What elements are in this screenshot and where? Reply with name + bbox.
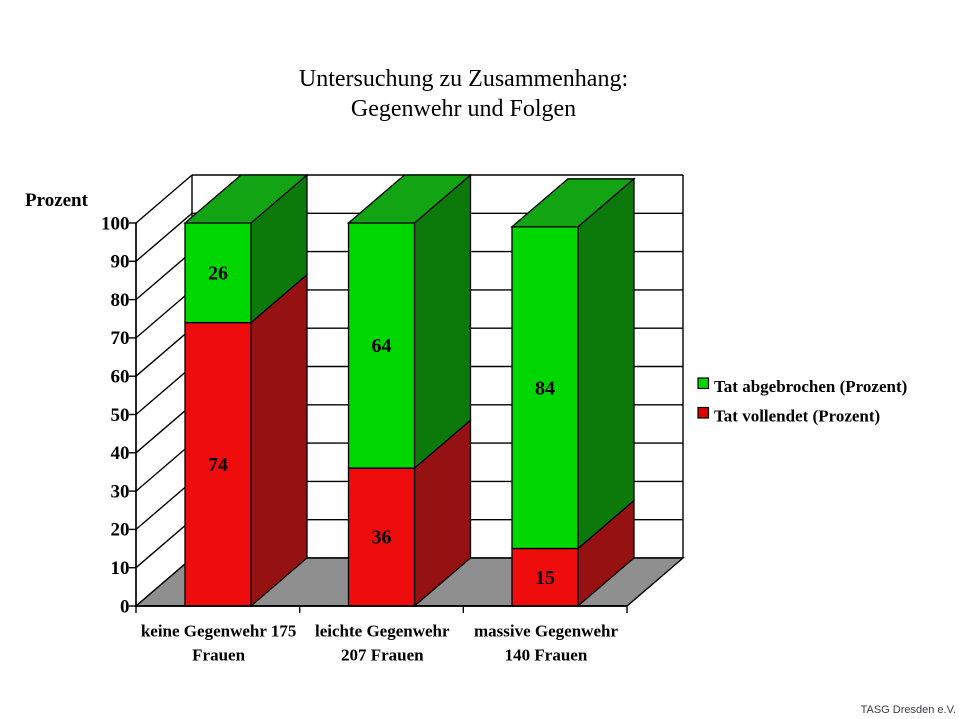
svg-text:207 Frauen: 207 Frauen xyxy=(341,645,424,664)
svg-text:20: 20 xyxy=(111,520,130,541)
svg-text:0: 0 xyxy=(120,596,130,617)
svg-text:30: 30 xyxy=(111,481,130,502)
svg-text:10: 10 xyxy=(111,558,130,579)
svg-text:keine Gegenwehr 175: keine Gegenwehr 175 xyxy=(141,621,297,640)
svg-text:15: 15 xyxy=(535,567,555,589)
svg-text:74: 74 xyxy=(208,454,228,476)
svg-text:Frauen: Frauen xyxy=(192,645,245,664)
svg-text:70: 70 xyxy=(111,328,130,349)
svg-text:36: 36 xyxy=(372,527,392,549)
svg-text:60: 60 xyxy=(111,367,130,388)
svg-text:Prozent: Prozent xyxy=(25,190,89,211)
svg-text:Tat vollendet (Prozent): Tat vollendet (Prozent) xyxy=(714,407,880,426)
svg-text:50: 50 xyxy=(111,405,130,426)
svg-text:TASG Dresden e.V.: TASG Dresden e.V. xyxy=(861,704,956,716)
svg-text:leichte Gegenwehr: leichte Gegenwehr xyxy=(315,621,450,640)
svg-text:massive Gegenwehr: massive Gegenwehr xyxy=(474,621,618,640)
svg-text:Tat abgebrochen (Prozent): Tat abgebrochen (Prozent) xyxy=(714,377,907,396)
svg-text:Untersuchung zu Zusammenhang:: Untersuchung zu Zusammenhang: xyxy=(299,66,628,92)
svg-text:140 Frauen: 140 Frauen xyxy=(505,645,588,664)
svg-text:80: 80 xyxy=(111,290,130,311)
svg-text:64: 64 xyxy=(372,335,392,357)
svg-text:26: 26 xyxy=(208,262,228,284)
svg-text:90: 90 xyxy=(111,252,130,273)
svg-text:40: 40 xyxy=(111,443,130,464)
svg-text:Gegenwehr und Folgen: Gegenwehr und Folgen xyxy=(351,96,576,122)
svg-text:84: 84 xyxy=(535,377,555,399)
svg-text:100: 100 xyxy=(101,213,130,234)
